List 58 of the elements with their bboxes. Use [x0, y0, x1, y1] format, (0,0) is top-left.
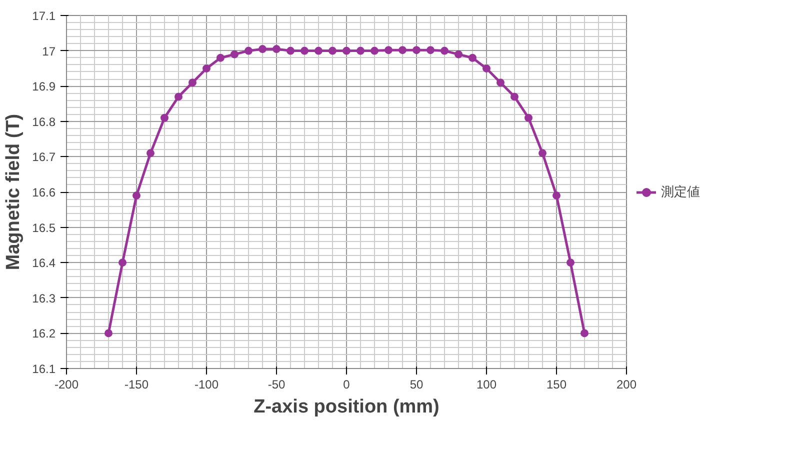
- x-tick-label: -200: [54, 378, 79, 392]
- y-tick-label: 17.1: [32, 9, 56, 23]
- y-tick-label: 16.8: [32, 114, 56, 129]
- y-tick-label: 16.2: [32, 326, 56, 341]
- point: [272, 45, 280, 54]
- y-tick-label: 16.6: [32, 186, 56, 200]
- point: [580, 329, 588, 338]
- point: [188, 78, 196, 87]
- x-tick-label: 100: [476, 378, 497, 392]
- point: [566, 258, 574, 267]
- point: [230, 50, 238, 58]
- x-tick-label: 150: [546, 378, 567, 392]
- point: [342, 46, 350, 55]
- point: [300, 46, 308, 55]
- point: [286, 46, 294, 55]
- y-tick-label: 16.9: [32, 80, 56, 94]
- point: [160, 114, 168, 122]
- point: [202, 64, 210, 72]
- x-tick-label: 0: [343, 378, 350, 392]
- point: [174, 92, 182, 101]
- y-tick-label: 17: [42, 44, 56, 58]
- point: [356, 46, 364, 55]
- point: [510, 92, 518, 101]
- point: [314, 46, 322, 55]
- point: [104, 329, 112, 338]
- x-tick-label: 50: [410, 378, 424, 392]
- point: [398, 46, 406, 54]
- point: [412, 46, 420, 54]
- point: [440, 46, 448, 55]
- x-tick-label: -150: [124, 378, 149, 392]
- point: [384, 46, 392, 54]
- y-tick-label: 16.4: [32, 256, 56, 270]
- point: [468, 54, 476, 62]
- point: [216, 54, 224, 62]
- x-tick-label: 200: [616, 378, 637, 392]
- point: [370, 46, 378, 55]
- x-tick-label: -100: [194, 378, 219, 392]
- point: [244, 46, 252, 55]
- x-tick-label: -50: [268, 378, 286, 392]
- point: [118, 258, 126, 267]
- x-axis-title: Z-axis position (mm): [254, 396, 440, 418]
- y-tick-label: 16.3: [32, 291, 56, 306]
- point: [146, 149, 154, 158]
- point: [552, 192, 560, 200]
- legend-label: 測定値: [661, 182, 700, 200]
- y-tick-label: 16.5: [32, 220, 56, 235]
- point: [482, 64, 490, 72]
- point: [454, 50, 462, 58]
- point: [258, 45, 266, 54]
- y-tick-label: 16.1: [32, 362, 56, 376]
- y-tick-label: 16.7: [32, 150, 56, 164]
- point: [132, 192, 140, 200]
- point: [538, 149, 546, 158]
- point: [426, 46, 434, 54]
- y-axis-title: Magnetic field (T): [3, 114, 24, 270]
- point: [496, 78, 504, 87]
- point: [328, 46, 336, 55]
- point: [524, 114, 532, 122]
